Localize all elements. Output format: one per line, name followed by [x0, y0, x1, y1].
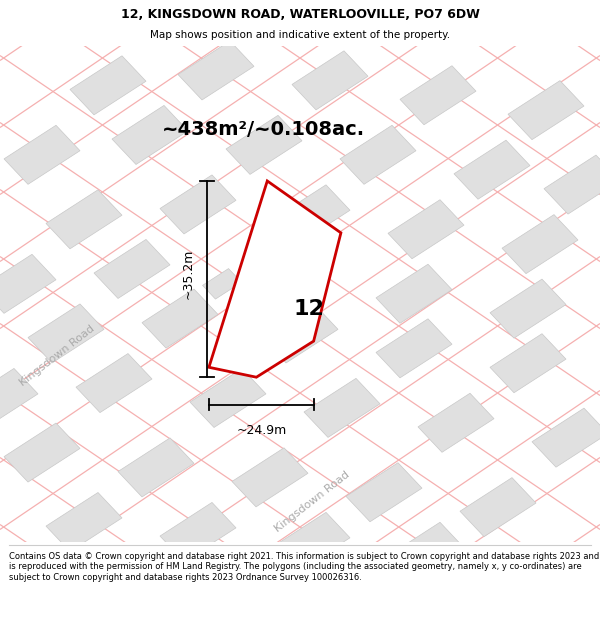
Polygon shape: [490, 334, 566, 392]
Polygon shape: [274, 512, 350, 571]
Polygon shape: [376, 319, 452, 378]
Polygon shape: [178, 41, 254, 100]
Polygon shape: [388, 200, 464, 259]
Polygon shape: [76, 354, 152, 412]
Text: ~438m²/~0.108ac.: ~438m²/~0.108ac.: [162, 121, 365, 139]
Polygon shape: [209, 181, 341, 378]
Polygon shape: [160, 175, 236, 234]
Polygon shape: [142, 289, 218, 348]
Text: Kingsdown Road: Kingsdown Road: [272, 470, 352, 534]
Polygon shape: [544, 155, 600, 214]
Polygon shape: [4, 125, 80, 184]
Polygon shape: [46, 492, 122, 551]
Text: ~35.2m: ~35.2m: [182, 249, 195, 299]
Polygon shape: [0, 254, 56, 313]
Polygon shape: [190, 369, 266, 428]
Polygon shape: [70, 56, 146, 115]
Polygon shape: [28, 304, 104, 363]
Polygon shape: [346, 462, 422, 522]
Text: Kingsdown Road: Kingsdown Road: [17, 324, 97, 388]
Text: ~24.9m: ~24.9m: [236, 424, 286, 438]
Polygon shape: [226, 116, 302, 174]
Polygon shape: [460, 478, 536, 537]
Polygon shape: [203, 269, 241, 299]
Polygon shape: [118, 438, 194, 497]
Polygon shape: [232, 448, 308, 507]
Polygon shape: [388, 522, 464, 581]
Polygon shape: [0, 369, 38, 428]
Polygon shape: [454, 140, 530, 199]
Polygon shape: [376, 264, 452, 323]
Text: 12: 12: [293, 299, 325, 319]
Polygon shape: [502, 214, 578, 274]
Polygon shape: [418, 393, 494, 452]
Text: Contains OS data © Crown copyright and database right 2021. This information is : Contains OS data © Crown copyright and d…: [9, 552, 599, 582]
Text: 12, KINGSDOWN ROAD, WATERLOOVILLE, PO7 6DW: 12, KINGSDOWN ROAD, WATERLOOVILLE, PO7 6…: [121, 8, 479, 21]
Polygon shape: [532, 408, 600, 467]
Polygon shape: [160, 503, 236, 561]
Polygon shape: [292, 51, 368, 110]
Polygon shape: [94, 239, 170, 299]
Polygon shape: [508, 81, 584, 139]
Polygon shape: [490, 279, 566, 338]
Text: Map shows position and indicative extent of the property.: Map shows position and indicative extent…: [150, 29, 450, 39]
Polygon shape: [274, 185, 350, 244]
Polygon shape: [46, 190, 122, 249]
Polygon shape: [400, 66, 476, 125]
Polygon shape: [112, 106, 188, 164]
Polygon shape: [4, 423, 80, 482]
Polygon shape: [340, 125, 416, 184]
Polygon shape: [304, 378, 380, 438]
Polygon shape: [262, 304, 338, 363]
